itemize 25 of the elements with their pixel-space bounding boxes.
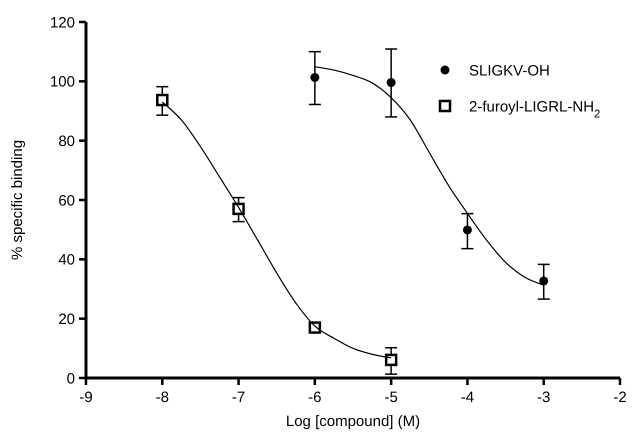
x-tick-label: -2 bbox=[613, 389, 627, 406]
x-tick-label: -7 bbox=[232, 389, 246, 406]
y-tick-label: 20 bbox=[58, 310, 75, 328]
point bbox=[310, 72, 320, 82]
x-tick-label: -8 bbox=[156, 389, 169, 406]
point bbox=[386, 78, 396, 88]
x-tick-label: -4 bbox=[460, 389, 474, 406]
y-tick-label: 120 bbox=[50, 14, 75, 32]
y-tick-label: 100 bbox=[50, 74, 75, 91]
legend-label: 2-furoyl-LIGRL-NH$_{2}$ bbox=[469, 98, 600, 120]
legend-label: SLIGKV-OH bbox=[469, 62, 550, 80]
y-axis-title: % specific binding bbox=[9, 140, 26, 260]
x-tick-label: -5 bbox=[384, 389, 398, 406]
x-tick-label: -9 bbox=[79, 389, 93, 406]
point bbox=[384, 354, 398, 366]
point bbox=[462, 225, 472, 234]
x-axis-title: Log [compound] (M) bbox=[286, 413, 420, 430]
y-tick-label: 60 bbox=[58, 192, 75, 210]
x-tick-label: -6 bbox=[308, 389, 322, 406]
point bbox=[539, 276, 548, 286]
point bbox=[156, 94, 169, 106]
x-tick-label: -3 bbox=[537, 389, 550, 406]
y-tick-label: 40 bbox=[58, 252, 75, 269]
y-tick-label: 80 bbox=[58, 132, 75, 150]
y-tick-label: 0 bbox=[66, 370, 75, 388]
